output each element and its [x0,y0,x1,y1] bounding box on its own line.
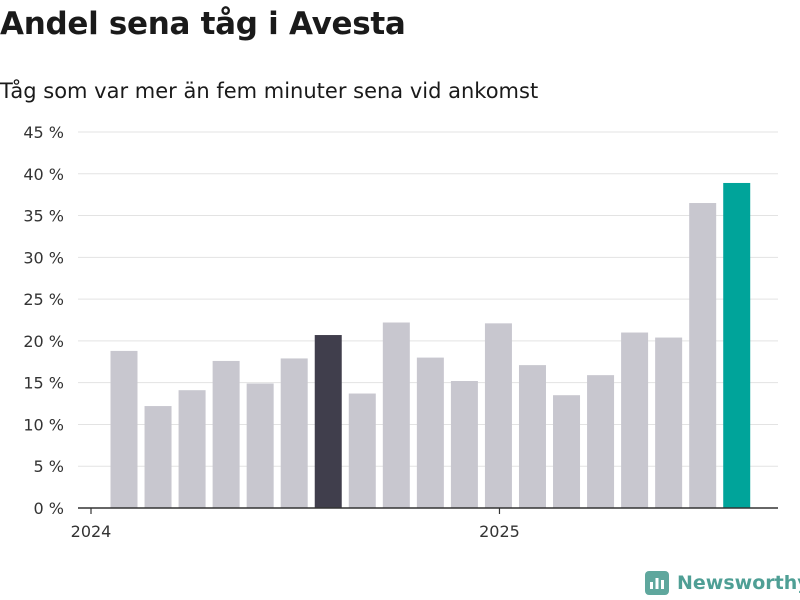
y-tick-label: 10 % [23,415,64,434]
bar [246,383,274,508]
bar [518,365,546,508]
x-tick-label: 2025 [479,522,520,541]
y-tick-label: 30 % [23,248,64,267]
bar [144,406,172,508]
bar [110,350,138,508]
y-tick-label: 45 % [23,123,64,142]
bar [723,182,751,509]
axes: 0 % 5 % 10 % 15 % 20 % 25 % 30 % 35 % 40 % 45 % 20… [23,123,778,541]
bar [212,360,240,508]
bar [348,393,376,508]
bars [110,182,751,509]
bar [553,395,581,508]
y-tick-label: 35 % [23,207,64,226]
bar [314,335,342,508]
bar [484,323,512,508]
bar [655,337,683,508]
y-tick-label: 0 % [34,499,64,518]
newsworthy-logo-icon [645,571,669,595]
chart-title: Andel sena tåg i Avesta [0,6,406,42]
x-tick-label: 2024 [71,522,112,541]
bar [689,203,717,508]
newsworthy-logo-text: Newsworthy [677,572,800,594]
y-tick-label: 20 % [23,332,64,351]
bar [280,358,308,508]
chart-subtitle: Tåg som var mer än fem minuter sena vid … [0,79,539,103]
bar [587,375,615,508]
y-tick-label: 25 % [23,290,64,309]
y-tick-label: 5 % [34,457,64,476]
newsworthy-logo: Newsworthy [645,571,800,595]
bar [382,322,410,508]
bar [450,380,478,508]
bar [416,357,444,508]
y-tick-label: 15 % [23,374,64,393]
y-tick-label: 40 % [23,165,64,184]
bar [621,332,649,508]
bar [178,390,206,508]
